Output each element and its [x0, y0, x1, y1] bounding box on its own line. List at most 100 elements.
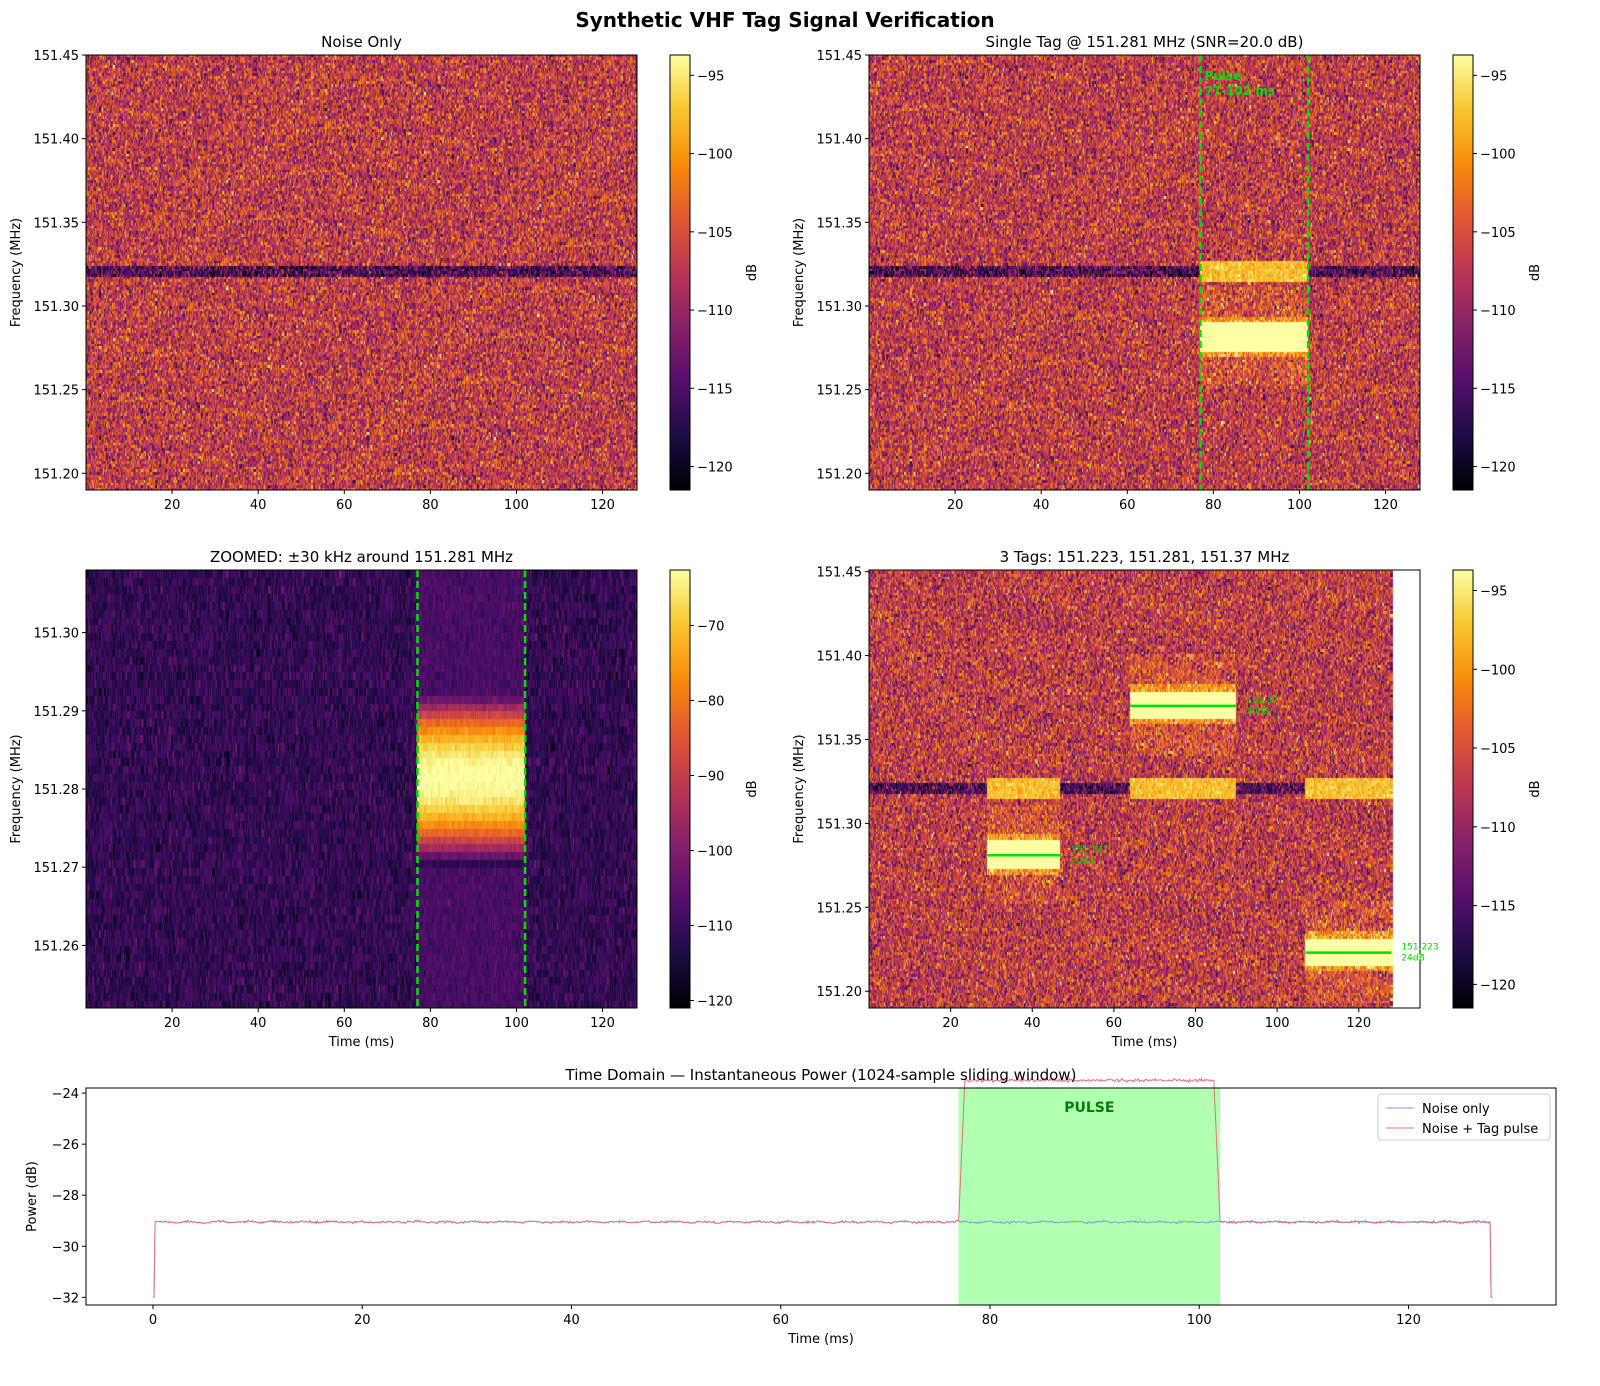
colorbar-tick-label: −105 [697, 226, 733, 241]
panel-2 [865, 54, 1477, 494]
x-tick-label: 100 [504, 498, 529, 513]
y-tick-label: 151.20 [34, 467, 80, 482]
colorbar [1453, 570, 1473, 1008]
x-tick-label: 60 [1119, 498, 1136, 513]
x-tick-label: 0 [149, 1313, 157, 1328]
x-tick-label: 100 [1265, 1016, 1290, 1031]
tag-label: 151.37 [1246, 696, 1278, 706]
x-tick-label: 100 [1287, 498, 1312, 513]
colorbar-tick-label: −110 [1480, 304, 1516, 319]
x-tick-label: 80 [422, 498, 439, 513]
series-line-1 [153, 1219, 1493, 1298]
y-axis-label: Frequency (MHz) [9, 734, 24, 843]
x-tick-label: 20 [164, 498, 181, 513]
x-axis-label: Time (ms) [787, 1332, 854, 1347]
x-tick-label: 80 [422, 1016, 439, 1031]
y-tick-label: 151.40 [817, 133, 863, 148]
legend-entry: Noise + Tag pulse [1422, 1122, 1538, 1137]
spectrogram-heatmap [869, 55, 1420, 490]
legend [1377, 1093, 1551, 1141]
y-tick-label: 151.30 [817, 300, 863, 315]
colorbar-tick-label: −115 [1480, 900, 1516, 915]
colorbar-label: dB [1528, 780, 1543, 797]
y-tick-label: −26 [52, 1138, 79, 1153]
colorbar [670, 55, 690, 490]
y-tick-label: 151.29 [34, 705, 80, 720]
colorbar-tick-label: −100 [1480, 148, 1516, 163]
colorbar-tick-label: −105 [1480, 742, 1516, 757]
pulse-shaded-region [958, 1088, 1221, 1305]
spectrogram-heatmap [869, 570, 1420, 1008]
y-tick-label: 151.35 [817, 216, 863, 231]
tag-label: 151.223 [1401, 943, 1438, 953]
x-tick-label: 20 [164, 1016, 181, 1031]
axes-frame [85, 569, 638, 1009]
panel-4 [865, 569, 1477, 1012]
colorbar-tick-label: −120 [697, 461, 733, 476]
y-tick-label: 151.20 [817, 985, 863, 1000]
y-tick-label: 151.35 [817, 733, 863, 748]
y-tick-label: −24 [52, 1087, 79, 1102]
panel-1 [82, 54, 694, 494]
pulse-label: PULSE [1064, 1100, 1114, 1116]
y-tick-label: 151.30 [34, 300, 80, 315]
colorbar-tick-label: −120 [697, 995, 733, 1010]
y-tick-label: 151.35 [34, 216, 80, 231]
colorbar-tick-label: −90 [697, 770, 724, 785]
colorbar-tick-label: −120 [1480, 978, 1516, 993]
colorbar-label: dB [1528, 264, 1543, 281]
tag-label: 151.281 [1071, 845, 1108, 855]
x-tick-label: 120 [1373, 498, 1398, 513]
y-tick-label: 151.45 [817, 566, 863, 581]
colorbar-tick-label: −100 [697, 148, 733, 163]
x-tick-label: 20 [947, 498, 964, 513]
legend-entry: Noise only [1422, 1102, 1490, 1117]
y-tick-label: 151.25 [817, 384, 863, 399]
tag-label: 20dB [1071, 856, 1094, 866]
y-tick-label: 151.27 [34, 861, 80, 876]
y-tick-label: −32 [52, 1291, 79, 1306]
panel-3 [82, 569, 694, 1012]
series-line-2 [153, 1077, 1493, 1298]
x-tick-label: 80 [1205, 498, 1222, 513]
colorbar [1453, 55, 1473, 490]
x-tick-label: 120 [590, 1016, 615, 1031]
colorbar-frame [1452, 569, 1474, 1009]
axes-frame [85, 54, 638, 491]
y-tick-label: −28 [52, 1189, 79, 1204]
y-axis-label: Frequency (MHz) [792, 734, 807, 843]
x-axis-label: Time (ms) [328, 1035, 395, 1050]
y-axis-label: Power (dB) [25, 1161, 40, 1232]
pulse-annotation: Pulse [1204, 69, 1241, 83]
colorbar-tick-label: −100 [697, 845, 733, 860]
x-tick-label: 120 [1346, 1016, 1371, 1031]
colorbar-tick-label: −115 [697, 382, 733, 397]
colorbar-tick-label: −115 [1480, 382, 1516, 397]
axes-frame [868, 569, 1421, 1009]
x-tick-label: 60 [772, 1313, 789, 1328]
colorbar-tick-label: −95 [1480, 69, 1507, 84]
pulse-annotation: 77-102 ms [1204, 84, 1275, 98]
axes-title: Noise Only [321, 33, 402, 51]
axes-title: ZOOMED: ±30 kHz around 151.281 MHz [210, 548, 513, 566]
tag-label: 24dB [1401, 954, 1424, 964]
y-tick-label: 151.30 [817, 817, 863, 832]
colorbar [670, 570, 690, 1008]
colorbar-frame [669, 569, 691, 1009]
y-tick-label: 151.40 [34, 133, 80, 148]
spectrogram-heatmap [86, 570, 637, 1008]
x-tick-label: 40 [250, 1016, 267, 1031]
axes-title: Single Tag @ 151.281 MHz (SNR=20.0 dB) [986, 33, 1304, 51]
x-tick-label: 60 [1106, 1016, 1123, 1031]
axes-title: Time Domain — Instantaneous Power (1024-… [565, 1066, 1077, 1084]
x-tick-label: 120 [1396, 1313, 1421, 1328]
y-tick-label: 151.40 [817, 650, 863, 665]
colorbar-label: dB [745, 780, 760, 797]
y-axis-label: Frequency (MHz) [9, 218, 24, 327]
x-tick-label: 40 [1024, 1016, 1041, 1031]
spectrogram-heatmap [86, 55, 637, 490]
figure-title: Synthetic VHF Tag Signal Verification [575, 8, 994, 32]
x-tick-label: 60 [336, 1016, 353, 1031]
y-tick-label: 151.25 [34, 384, 80, 399]
